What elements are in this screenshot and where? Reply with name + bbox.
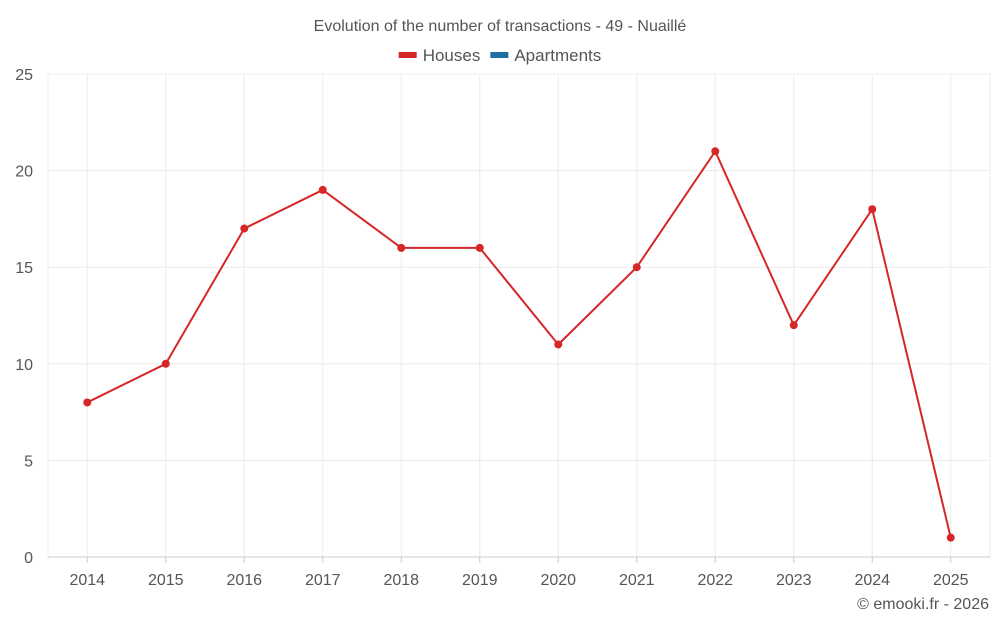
data-point-houses-2022[interactable] [711, 147, 720, 156]
data-point-houses-2014[interactable] [83, 398, 92, 407]
x-tick-label-2015: 2015 [148, 572, 184, 589]
data-point-houses-2019[interactable] [475, 243, 484, 252]
footer-credit: © emooki.fr - 2026 [857, 596, 989, 613]
x-tick-label-2019: 2019 [462, 572, 498, 589]
series-layer [83, 147, 955, 542]
grid [47, 73, 991, 558]
y-tick-label-10: 10 [15, 357, 33, 374]
y-tick-label-5: 5 [24, 453, 33, 470]
y-tick-label-0: 0 [24, 550, 33, 567]
x-tick-label-2025: 2025 [933, 572, 969, 589]
data-point-houses-2015[interactable] [161, 359, 170, 368]
x-tick-label-2016: 2016 [226, 572, 262, 589]
legend: Houses Apartments [398, 46, 601, 65]
x-axis: 2014 2015 2016 2017 2018 2019 2020 2021 2022 2023… [69, 557, 969, 589]
data-point-houses-2020[interactable] [554, 340, 563, 349]
data-point-houses-2016[interactable] [240, 224, 249, 233]
series-line-houses [86, 150, 952, 538]
y-tick-label-15: 15 [15, 260, 33, 277]
x-tick-label-2023: 2023 [776, 572, 812, 589]
legend-swatch-apartments[interactable] [490, 52, 509, 58]
series-houses [83, 147, 955, 542]
data-point-houses-2023[interactable] [789, 321, 798, 330]
y-axis: 0 5 10 15 20 25 [15, 67, 33, 567]
y-tick-label-20: 20 [15, 164, 33, 181]
x-tick-label-2014: 2014 [69, 572, 105, 589]
legend-swatch-houses[interactable] [398, 52, 417, 58]
x-tick-label-2022: 2022 [697, 572, 733, 589]
legend-label-apartments[interactable]: Apartments [514, 46, 601, 65]
data-point-houses-2018[interactable] [397, 243, 406, 252]
data-point-houses-2025[interactable] [946, 533, 955, 542]
x-tick-label-2024: 2024 [854, 572, 890, 589]
x-tick-label-2020: 2020 [540, 572, 576, 589]
y-tick-label-25: 25 [15, 67, 33, 84]
x-tick-label-2021: 2021 [619, 572, 655, 589]
chart-title: Evolution of the number of transactions … [314, 18, 687, 35]
legend-label-houses[interactable]: Houses [423, 46, 481, 65]
data-point-houses-2017[interactable] [318, 185, 327, 194]
data-point-houses-2024[interactable] [868, 205, 877, 214]
data-point-houses-2021[interactable] [632, 263, 641, 272]
x-tick-label-2017: 2017 [305, 572, 341, 589]
x-tick-label-2018: 2018 [383, 572, 419, 589]
